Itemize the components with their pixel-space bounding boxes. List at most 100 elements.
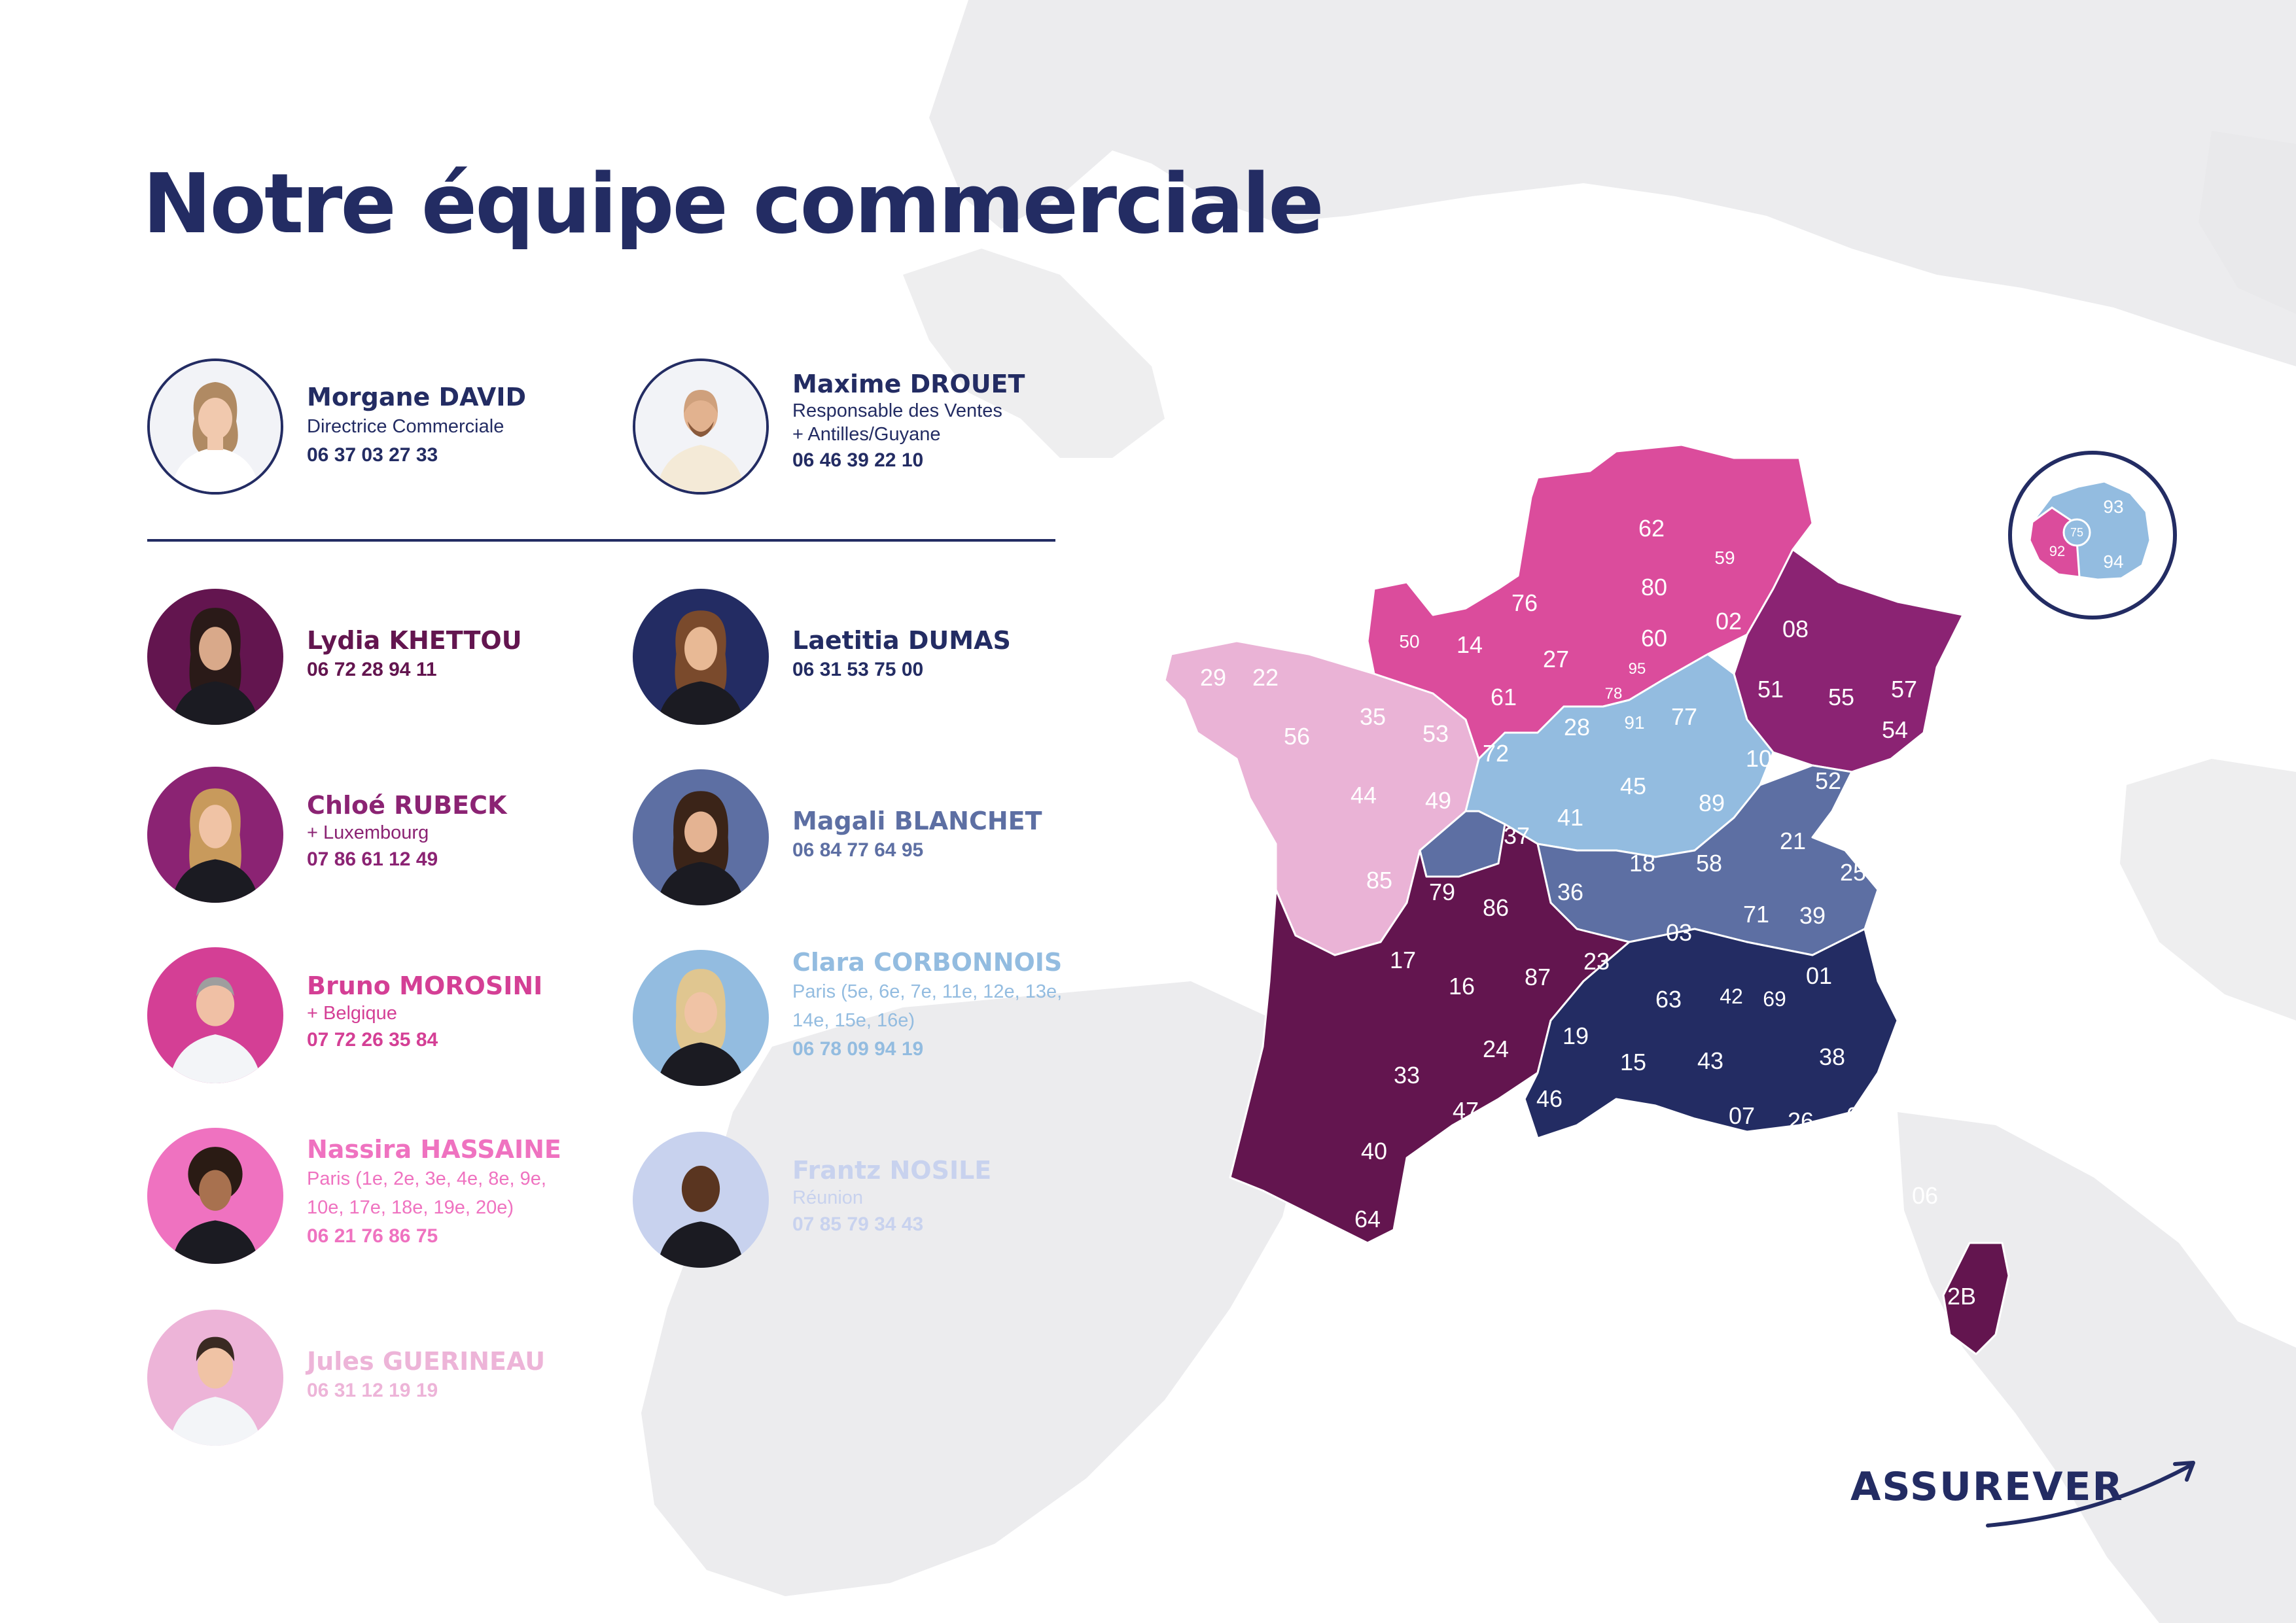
person-card: Chloé RUBECK + Luxembourg 07 86 61 12 49: [147, 767, 605, 904]
department-label: 03: [1666, 919, 1692, 946]
department-label: 61: [1491, 684, 1517, 710]
person-card: Lydia KHETTOU 06 72 28 94 11: [147, 589, 605, 726]
department-label: 48: [1671, 1114, 1697, 1141]
department-label: 16: [1449, 973, 1475, 1000]
person-photo-icon: [633, 589, 769, 725]
assurever-logo: ASSUREVER: [1850, 1452, 2204, 1537]
avatar: [147, 767, 283, 903]
person-photo-icon: [633, 1132, 769, 1268]
avatar: [633, 1132, 769, 1268]
department-label: 09: [1515, 1255, 1542, 1282]
department-label: 32: [1446, 1176, 1472, 1202]
person-card: Bruno MOROSINI + Belgique 07 72 26 35 84: [147, 947, 605, 1085]
brand-name: ASSUREVER: [1850, 1464, 2124, 1510]
department-label: 01: [1806, 962, 1832, 989]
department-label: 2B: [1947, 1283, 1976, 1310]
department-label: 39: [1799, 902, 1826, 929]
department-label: 19: [1563, 1022, 1589, 1049]
department-label: 91: [1624, 712, 1644, 733]
page-title: Notre équipe commerciale: [143, 156, 1324, 252]
department-label: 70: [1867, 807, 1894, 833]
divider: [147, 539, 1055, 542]
person-card: Magali BLANCHET 06 84 77 64 95: [633, 769, 1091, 907]
avatar: [147, 589, 283, 725]
department-label: 34: [1651, 1208, 1678, 1235]
department-label: 50: [1399, 631, 1419, 652]
department-label: 60: [1641, 625, 1667, 652]
department-label: 47: [1453, 1097, 1479, 1124]
person-note: + Luxembourg: [307, 822, 429, 843]
department-label: 77: [1671, 703, 1697, 730]
person-name: Morgane DAVID: [307, 383, 527, 411]
person-name: Clara CORBONNOIS: [792, 948, 1063, 977]
person-role: Directrice Commerciale: [307, 416, 504, 437]
department-label: 38: [1819, 1043, 1845, 1070]
avatar: [147, 1310, 283, 1446]
department-label: 46: [1536, 1085, 1563, 1112]
department-label: 86: [1483, 894, 1509, 921]
person-phone: 06 78 09 94 19: [792, 1038, 924, 1060]
department-label: 21: [1780, 828, 1806, 854]
person-card: Nassira HASSAINE Paris (1e, 2e, 3e, 4e, …: [147, 1128, 605, 1265]
avatar: [147, 358, 283, 495]
person-info: Laetitia DUMAS 06 31 53 75 00: [792, 625, 1159, 684]
department-label: 53: [1422, 720, 1449, 747]
person-card: Laetitia DUMAS 06 31 53 75 00: [633, 589, 1091, 726]
department-label: 58: [1696, 850, 1722, 877]
department-label: 17: [1390, 947, 1416, 973]
department-label: 04: [1860, 1162, 1886, 1189]
department-label: 95: [1629, 660, 1646, 678]
department-label: 66: [1593, 1293, 1619, 1320]
department-label: 75: [2070, 526, 2083, 539]
department-label: 15: [1620, 1049, 1646, 1075]
department-label: 68: [1927, 795, 1949, 817]
department-label: 82: [1502, 1138, 1528, 1164]
person-info: Nassira HASSAINE Paris (1e, 2e, 3e, 4e, …: [307, 1134, 673, 1251]
person-note: 14e, 15e, 16e): [792, 1010, 915, 1031]
department-label: 27: [1543, 646, 1569, 672]
department-label: 35: [1360, 703, 1386, 730]
department-label: 94: [2103, 551, 2123, 572]
department-label: 78: [1605, 685, 1623, 703]
department-label: 40: [1361, 1138, 1387, 1164]
department-label: 36: [1557, 879, 1583, 905]
person-name: Magali BLANCHET: [792, 807, 1042, 835]
person-photo-icon: [147, 1310, 283, 1446]
department-label: 07: [1729, 1102, 1755, 1129]
department-label: 92: [2049, 543, 2065, 559]
person-card: Morgane DAVID Directrice Commerciale 06 …: [147, 358, 605, 496]
department-label: 06: [1912, 1182, 1938, 1209]
person-info: Morgane DAVID Directrice Commerciale 06 …: [307, 382, 673, 470]
department-label: 69: [1763, 987, 1786, 1011]
ile-de-france-inset: 75 92 93 94: [2008, 451, 2177, 620]
department-label: 29: [1200, 664, 1226, 691]
department-label: 67: [1930, 716, 1951, 737]
avatar: [147, 1128, 283, 1264]
person-phone: 07 86 61 12 49: [307, 848, 438, 870]
person-name: Nassira HASSAINE: [307, 1135, 561, 1164]
department-label: 59: [1714, 548, 1735, 568]
person-name: Frantz NOSILE: [792, 1156, 992, 1185]
department-label: 74: [1892, 966, 1918, 993]
person-phone: 06 72 28 94 11: [307, 659, 437, 680]
department-label: 49: [1425, 787, 1451, 814]
department-label: 13: [1761, 1208, 1788, 1235]
avatar: [633, 950, 769, 1086]
department-label: 14: [1457, 631, 1483, 658]
person-info: Frantz NOSILE Réunion 07 85 79 34 43: [792, 1155, 1159, 1239]
avatar: [633, 589, 769, 725]
avatar: [633, 769, 769, 905]
person-info: Magali BLANCHET 06 84 77 64 95: [792, 806, 1159, 865]
department-label: 26: [1788, 1108, 1814, 1134]
person-name: Chloé RUBECK: [307, 791, 507, 820]
person-role: + Antilles/Guyane: [792, 424, 941, 445]
department-label: 08: [1782, 616, 1809, 642]
person-photo-icon: [147, 1128, 283, 1264]
department-label: 10: [1746, 745, 1772, 772]
person-photo-icon: [147, 589, 283, 725]
person-phone: 07 85 79 34 43: [792, 1213, 924, 1235]
department-label: 52: [1815, 767, 1841, 794]
department-label: 76: [1511, 589, 1538, 616]
person-photo-icon: [635, 361, 766, 492]
person-info: Jules GUERINEAU 06 31 12 19 19: [307, 1346, 673, 1405]
